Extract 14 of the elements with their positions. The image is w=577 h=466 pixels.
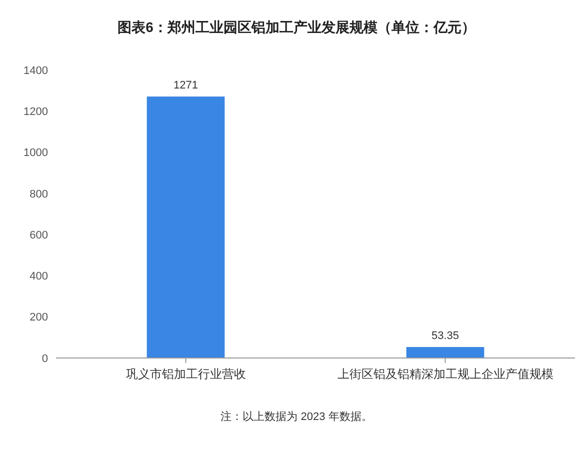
y-tick-label: 600 bbox=[30, 229, 48, 242]
y-tick-label: 1200 bbox=[24, 106, 48, 118]
y-tick-label: 400 bbox=[30, 270, 48, 283]
x-tick-label: 巩义市铝加工行业营收 bbox=[126, 367, 246, 381]
chart-title: 图表6：郑州工业园区铝加工产业发展规模（单位：亿元） bbox=[118, 19, 476, 35]
data-label: 1271 bbox=[174, 80, 198, 92]
y-tick-label: 1000 bbox=[24, 147, 48, 160]
y-tick-label: 200 bbox=[30, 312, 48, 324]
y-tick-label: 0 bbox=[42, 352, 48, 365]
y-tick-label: 1400 bbox=[24, 64, 48, 77]
x-tick-label: 上街区铝及铝精深加工规上企业产值规模 bbox=[337, 367, 554, 381]
data-label: 53.35 bbox=[431, 330, 460, 342]
text: 注：以上数据为 2023 年数据。 bbox=[220, 410, 372, 423]
y-tick-label: 800 bbox=[30, 188, 48, 200]
